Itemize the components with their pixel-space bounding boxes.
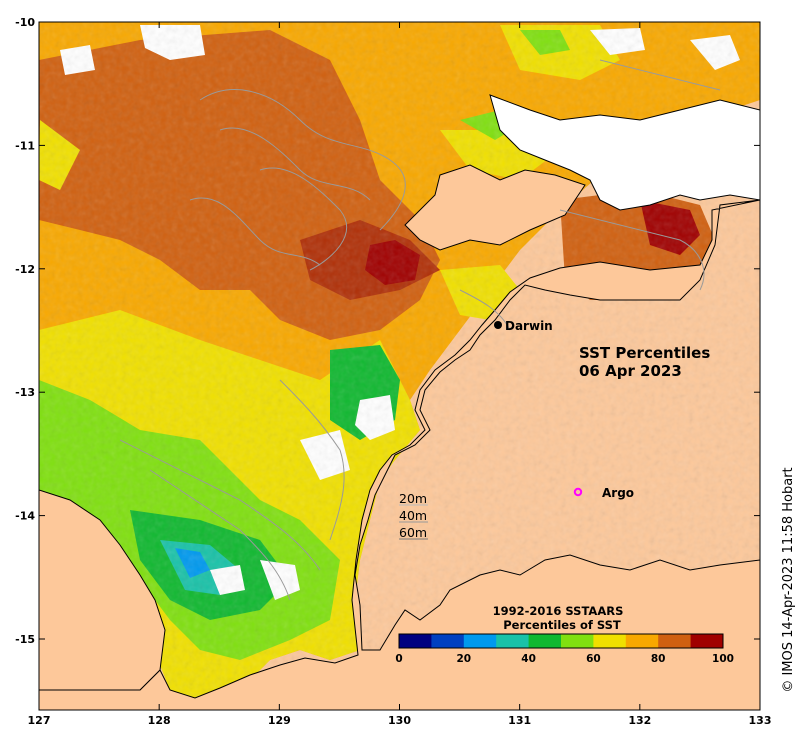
argo-label: Argo bbox=[602, 486, 634, 500]
lat-tick-label: -12 bbox=[15, 263, 35, 276]
colorbar-tick-label: 100 bbox=[712, 653, 734, 665]
lat-tick-label: -11 bbox=[15, 139, 35, 152]
lon-tick-label: 133 bbox=[749, 714, 772, 727]
lat-tick-label: -15 bbox=[15, 633, 35, 646]
colorbar-swatch bbox=[528, 634, 562, 648]
colorbar-swatch bbox=[561, 634, 594, 648]
colorbar: 1992-2016 SSTAARS Percentiles of SST 0 20… bbox=[395, 604, 734, 665]
colorbar-swatch bbox=[625, 634, 659, 648]
lat-tick-label: -14 bbox=[15, 510, 35, 523]
lat-tick-label: -13 bbox=[15, 386, 35, 399]
colorbar-swatch bbox=[496, 634, 530, 648]
land-masses bbox=[39, 94, 760, 710]
colorbar-tick-label: 20 bbox=[456, 653, 471, 665]
depth-legend: 20m 40m 60m bbox=[399, 491, 428, 540]
colorbar-swatch bbox=[431, 634, 465, 648]
depth-legend-20m: 20m bbox=[399, 491, 427, 506]
lon-tick-label: 130 bbox=[388, 714, 411, 727]
colorbar-title-line1: 1992-2016 SSTAARS bbox=[493, 604, 624, 618]
bathymetry-contours bbox=[119, 59, 721, 601]
map-title-line1: SST Percentiles bbox=[579, 344, 710, 362]
colorbar-swatch bbox=[690, 634, 724, 648]
lon-tick-label: 127 bbox=[28, 714, 51, 727]
lon-tick-label: 131 bbox=[508, 714, 531, 727]
colorbar-swatch bbox=[463, 634, 497, 648]
colorbar-tick-label: 0 bbox=[395, 653, 402, 665]
depth-legend-40m: 40m bbox=[399, 508, 427, 523]
colorbar-tick-label: 40 bbox=[521, 653, 536, 665]
colorbar-swatch bbox=[399, 634, 432, 648]
imos-credit: © IMOS 14-Apr-2023 11:58 Hobart bbox=[781, 467, 796, 692]
lon-tick-label: 128 bbox=[148, 714, 171, 727]
lon-tick-label: 129 bbox=[268, 714, 291, 727]
colorbar-title-line2: Percentiles of SST bbox=[503, 618, 621, 632]
depth-legend-60m: 60m bbox=[399, 525, 427, 540]
lon-axis: 127 128 129 130 131 132 133 bbox=[28, 22, 772, 727]
map-title-line2: 06 Apr 2023 bbox=[579, 362, 682, 380]
lon-tick-label: 132 bbox=[628, 714, 651, 727]
lat-axis: -10 -11 -12 -13 -14 -15 bbox=[15, 16, 760, 646]
colorbar-tick-label: 80 bbox=[651, 653, 666, 665]
lat-tick-label: -10 bbox=[15, 16, 35, 29]
colorbar-tick-label: 60 bbox=[586, 653, 601, 665]
darwin-marker bbox=[494, 321, 502, 329]
argo-marker bbox=[573, 487, 583, 497]
colorbar-swatch bbox=[658, 634, 692, 648]
colorbar-swatch bbox=[593, 634, 627, 648]
darwin-label: Darwin bbox=[505, 319, 553, 333]
